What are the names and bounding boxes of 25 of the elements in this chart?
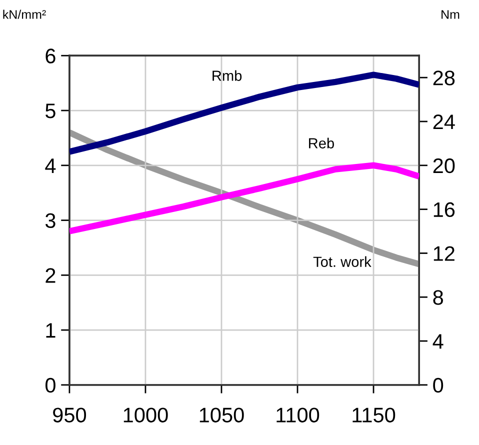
y-tick-label: 3 <box>45 213 56 228</box>
y-tick-label: 1 <box>46 323 56 338</box>
y-tick-label: 2 <box>46 268 56 283</box>
y-axis-title: kN/mm² <box>3 10 46 19</box>
y-tick-label: 0 <box>45 378 56 393</box>
y2-tick-label: 4 <box>432 334 444 349</box>
y-tick-label: 5 <box>46 104 56 118</box>
y2-tick-label: 24 <box>433 114 455 130</box>
y2-tick-label: 28 <box>433 70 455 86</box>
series-label: Rmb <box>212 70 242 81</box>
series-label: Reb <box>309 138 334 148</box>
y-tick-label: 6 <box>46 48 56 64</box>
x-tick-label: 1000 <box>124 408 168 422</box>
x-tick-label: 1100 <box>276 408 320 422</box>
y2-tick-label: 8 <box>433 290 443 305</box>
x-tick-label: 950 <box>53 408 86 422</box>
x-tick-label: 1050 <box>200 408 244 422</box>
y2-tick-label: 16 <box>434 202 455 218</box>
y2-tick-label: 12 <box>434 246 454 261</box>
y-tick-label: 4 <box>45 158 56 173</box>
y2-axis-title: Nm <box>442 10 460 19</box>
y2-tick-label: 20 <box>433 158 455 174</box>
x-tick-label: 1150 <box>352 408 396 422</box>
y2-tick-label: 0 <box>433 378 444 393</box>
series-label: Tot. work <box>313 256 372 267</box>
